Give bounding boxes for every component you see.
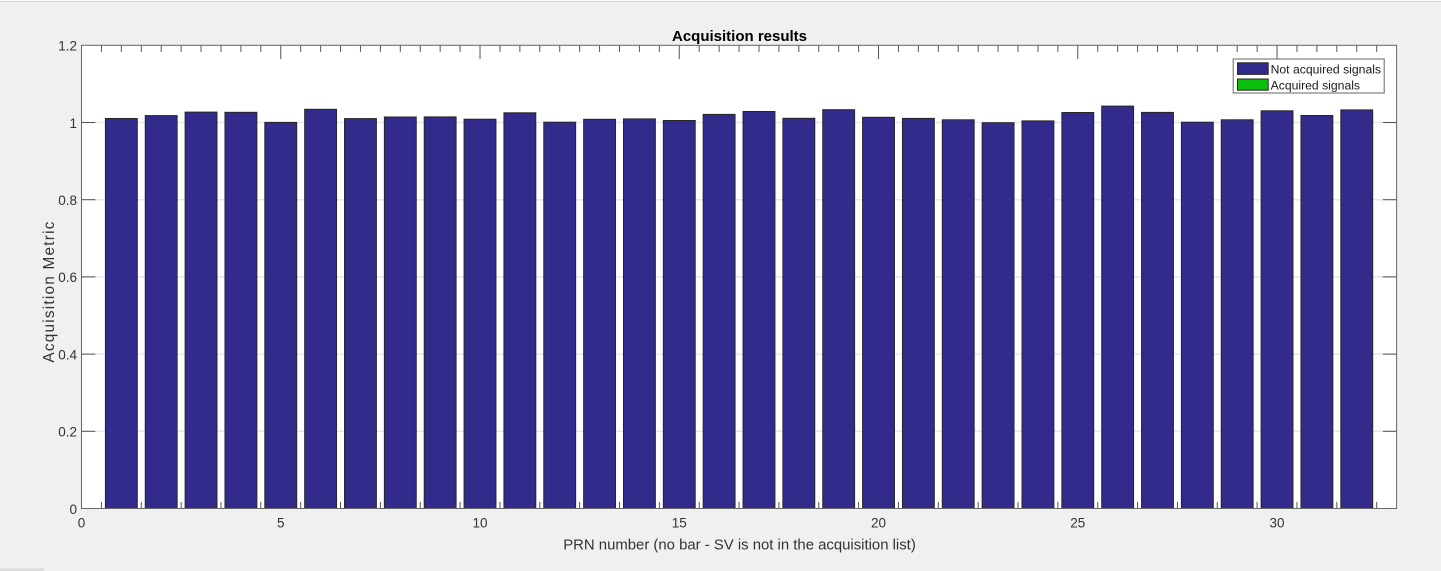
svg-text:15: 15 xyxy=(672,515,687,530)
svg-text:25: 25 xyxy=(1070,515,1085,530)
svg-text:Not acquired signals: Not acquired signals xyxy=(1271,62,1381,76)
svg-text:30: 30 xyxy=(1270,515,1285,530)
svg-text:0.2: 0.2 xyxy=(58,425,77,440)
svg-text:0.6: 0.6 xyxy=(58,270,77,285)
svg-text:0.8: 0.8 xyxy=(58,193,77,208)
svg-text:5: 5 xyxy=(277,515,285,530)
svg-text:Acquired signals: Acquired signals xyxy=(1271,78,1360,92)
svg-text:0.4: 0.4 xyxy=(58,347,77,362)
svg-text:0: 0 xyxy=(69,502,77,517)
svg-text:Acquisition Metric: Acquisition Metric xyxy=(41,220,58,362)
svg-text:20: 20 xyxy=(871,515,886,530)
svg-text:Acquisition results: Acquisition results xyxy=(672,28,807,45)
svg-text:1: 1 xyxy=(69,116,77,131)
svg-text:PRN number (no bar - SV is not: PRN number (no bar - SV is not in the ac… xyxy=(563,537,916,553)
svg-text:10: 10 xyxy=(473,515,488,530)
svg-text:0: 0 xyxy=(78,515,86,530)
svg-text:1.2: 1.2 xyxy=(58,39,77,54)
